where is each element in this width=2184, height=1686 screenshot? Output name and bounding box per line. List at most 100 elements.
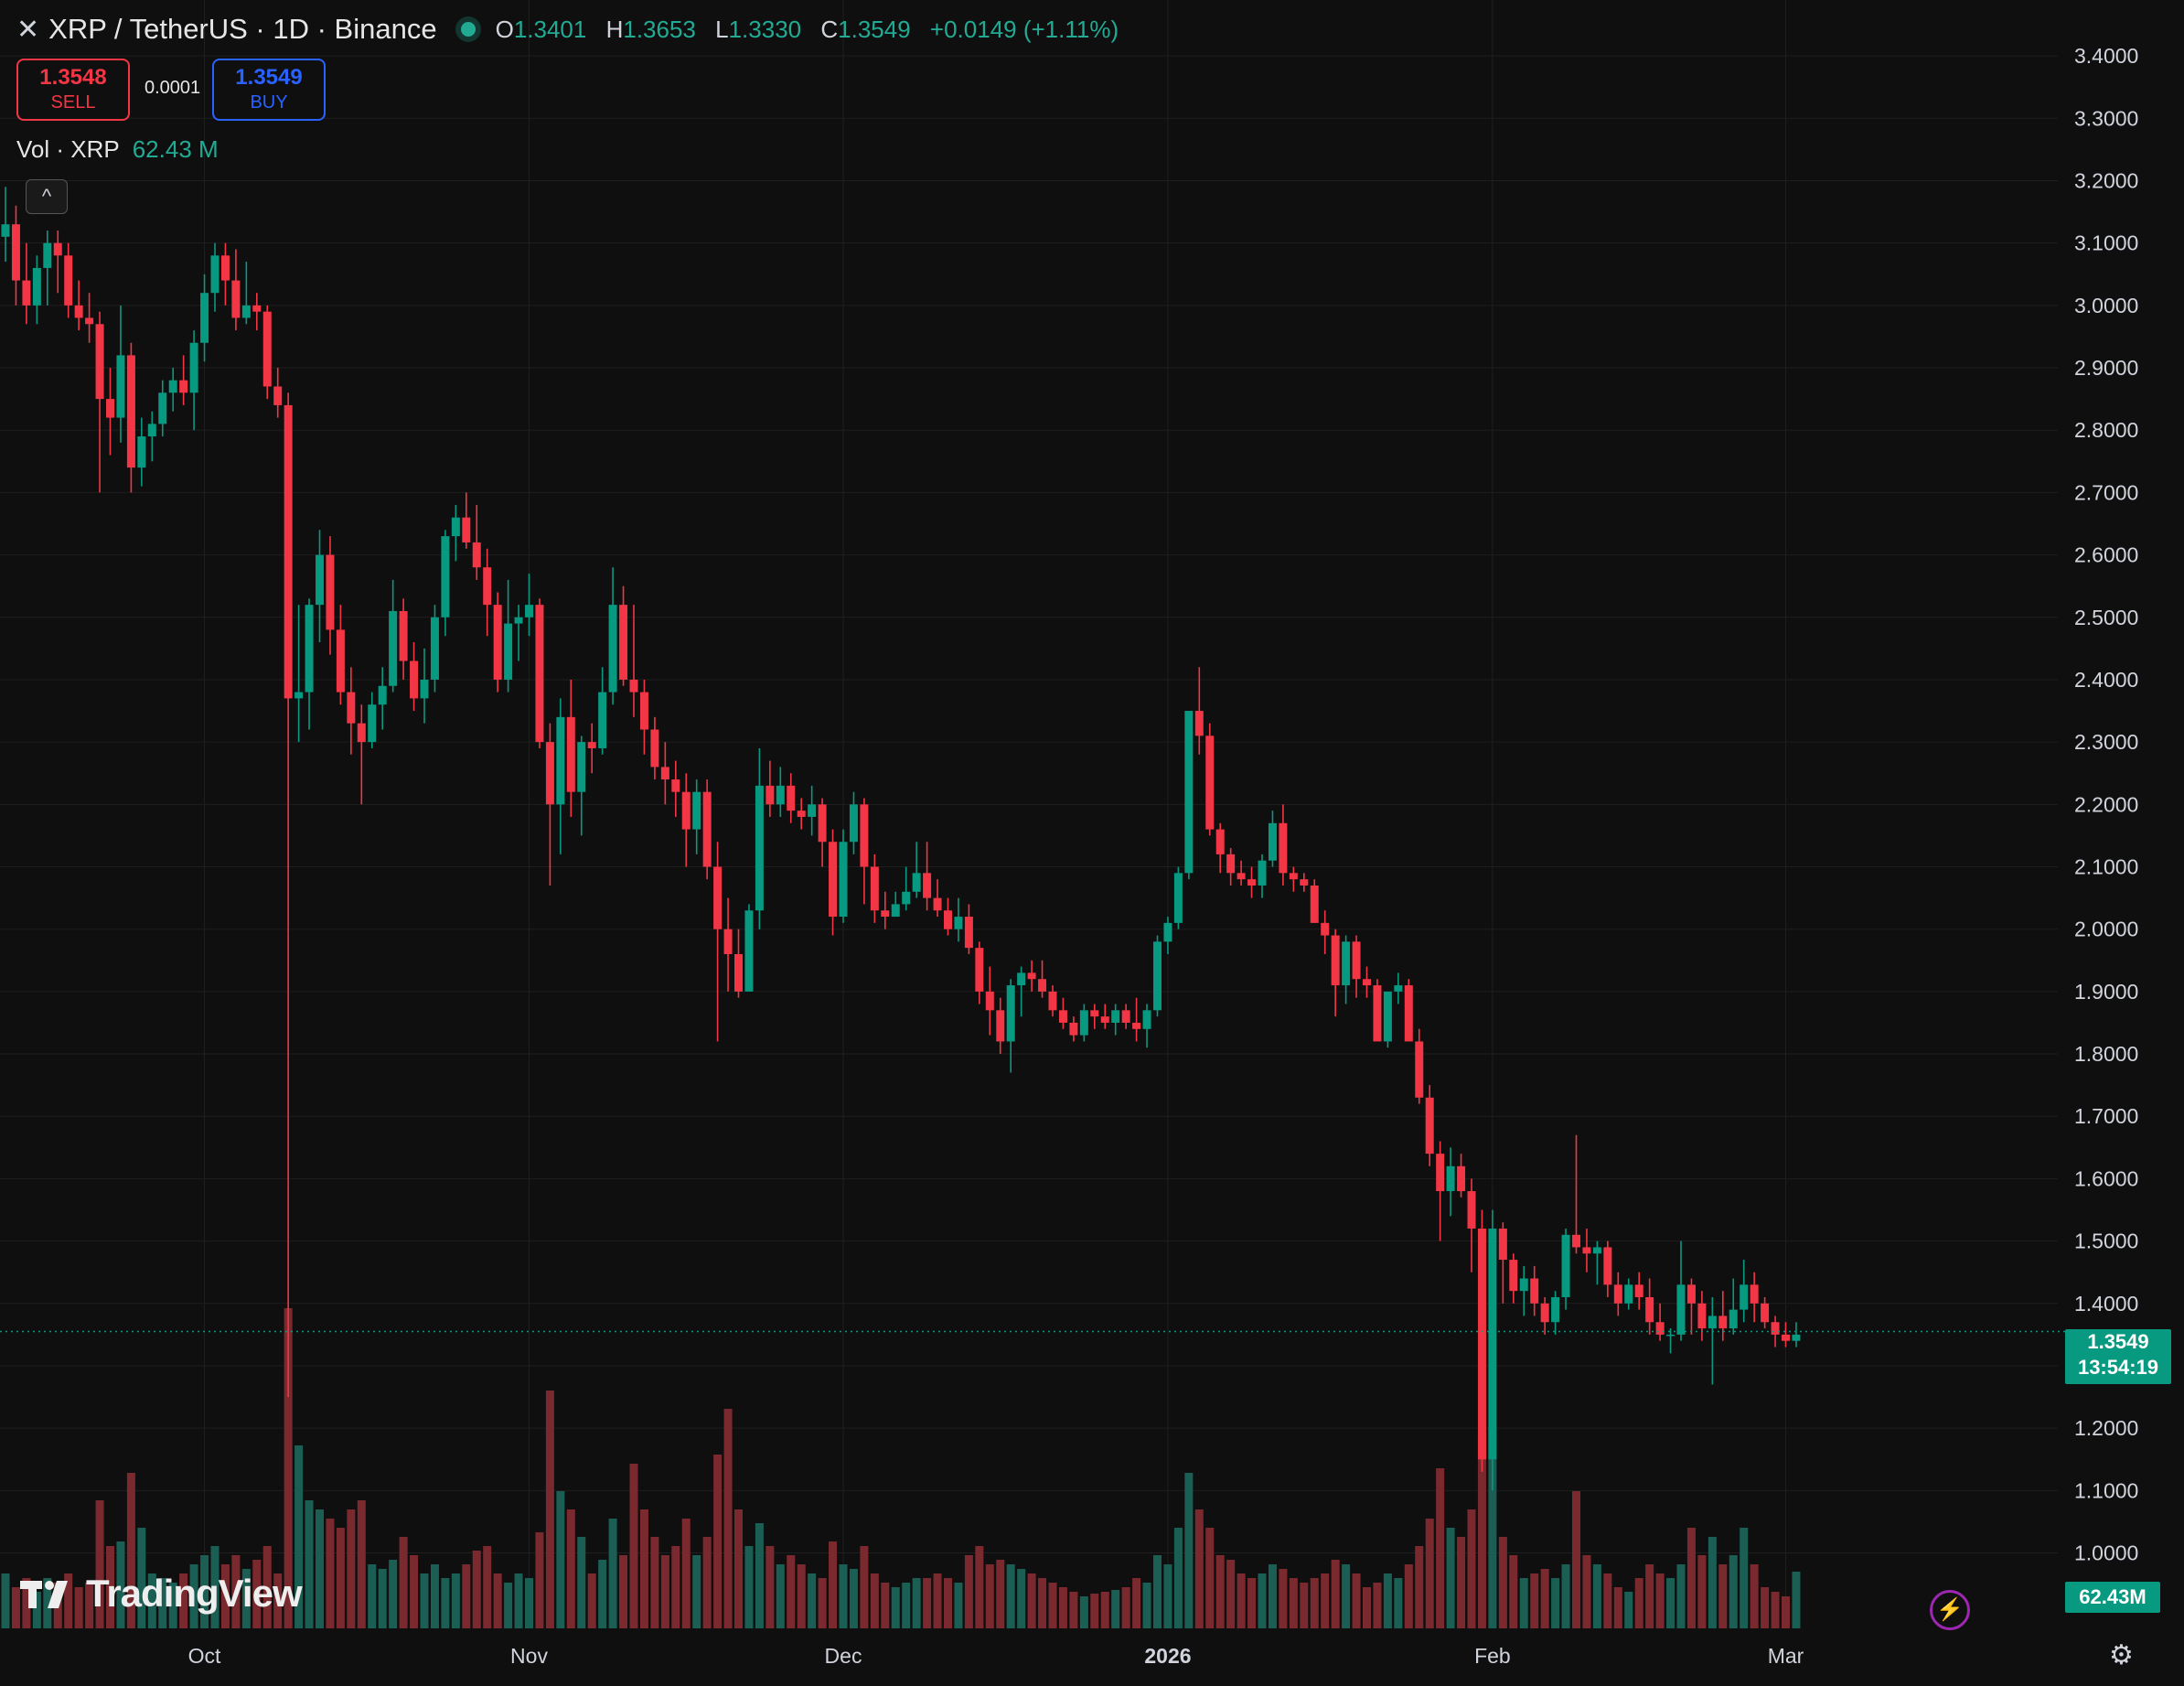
candle-body [797, 811, 806, 817]
candle-body [1017, 972, 1026, 986]
y-tick-label: 1.1000 [2074, 1478, 2138, 1502]
volume-bar [566, 1509, 575, 1628]
candle-body [545, 742, 554, 805]
volume-bar [357, 1500, 366, 1628]
volume-bar [902, 1583, 911, 1628]
sell-label: SELL [50, 92, 96, 113]
candle-body [1215, 829, 1225, 854]
volume-bar [430, 1564, 439, 1628]
candle-body [1258, 860, 1267, 886]
candle-body [556, 716, 565, 805]
candle-body [629, 679, 638, 693]
gear-icon[interactable]: ⚙ [2109, 1640, 2134, 1670]
volume-bar [996, 1560, 1005, 1628]
volume-bar [1111, 1590, 1120, 1628]
candle-body [1184, 711, 1194, 874]
volume-bar [881, 1583, 890, 1628]
volume-bar [1509, 1555, 1518, 1628]
candle-body [74, 305, 83, 318]
volume-bar [1069, 1592, 1078, 1628]
candle-body [1488, 1228, 1497, 1460]
candle-body [1792, 1334, 1801, 1341]
candle-body [347, 692, 356, 724]
candle-body [860, 804, 869, 867]
volume-bar [1572, 1491, 1580, 1628]
candle-body [1226, 854, 1236, 874]
buy-button[interactable]: 1.3549 BUY [212, 59, 326, 121]
candle-body [608, 605, 617, 693]
y-tick-label: 2.4000 [2074, 668, 2138, 692]
candle-body [231, 280, 241, 318]
y-tick-label: 1.9000 [2074, 980, 2138, 1004]
volume-bar [1205, 1528, 1215, 1628]
candle-body [326, 554, 335, 630]
candle-body [1551, 1296, 1560, 1323]
volume-bar [1613, 1587, 1622, 1628]
candle-body [1121, 1010, 1130, 1023]
close-icon[interactable]: ✕ [16, 14, 40, 45]
volume-bar [734, 1509, 743, 1628]
candle-body [639, 692, 648, 730]
volume-bar [1457, 1537, 1466, 1628]
volume-bar [1729, 1555, 1738, 1628]
candle-body [787, 785, 796, 811]
volume-bar [200, 1555, 209, 1628]
y-tick-label: 2.7000 [2074, 480, 2138, 504]
candle-body [1111, 1010, 1120, 1023]
buy-price: 1.3549 [235, 65, 303, 90]
candle-body [389, 610, 398, 686]
volume-bar [389, 1560, 398, 1628]
candle-body [1509, 1260, 1518, 1292]
candle-body [316, 554, 324, 606]
sell-button[interactable]: 1.3548 SELL [16, 59, 130, 121]
lightning-icon[interactable]: ⚡ [1930, 1590, 1970, 1630]
candle-body [964, 917, 973, 949]
volume-bar [923, 1578, 932, 1628]
volume-bar [95, 1500, 104, 1628]
volume-bar [1100, 1592, 1109, 1628]
volume-bar [1215, 1555, 1225, 1628]
volume-bar [787, 1555, 796, 1628]
candle-body [294, 692, 304, 699]
volume-bar [660, 1555, 669, 1628]
candle-body [137, 436, 146, 468]
y-tick-label: 3.0000 [2074, 294, 2138, 317]
candle-body [1268, 822, 1277, 861]
candle-body [1540, 1303, 1549, 1323]
candle-body [734, 953, 743, 992]
tradingview-logo-icon [20, 1581, 68, 1608]
candle-body [1363, 979, 1371, 986]
market-status-icon [460, 22, 476, 37]
tradingview-logo[interactable]: TradingView [20, 1566, 303, 1621]
candle-body [1676, 1284, 1686, 1335]
volume-bar [587, 1573, 596, 1628]
candle-body [1436, 1154, 1445, 1192]
volume-bar [1792, 1572, 1801, 1628]
volume-bar [702, 1537, 712, 1628]
candle-body [713, 866, 723, 929]
y-tick-label: 1.8000 [2074, 1042, 2138, 1066]
volume-bar [1530, 1573, 1539, 1628]
volume-bar [608, 1519, 617, 1628]
candle-body [1006, 985, 1015, 1042]
symbol-title[interactable]: XRP / TetherUS · 1D · Binance [48, 13, 437, 45]
volume-bar [629, 1464, 638, 1628]
volume-bar [964, 1555, 973, 1628]
candle-body [1592, 1247, 1601, 1254]
candle-body [305, 605, 314, 693]
candle-body [64, 255, 73, 306]
candle-body [1498, 1228, 1507, 1261]
volume-bar [1740, 1528, 1749, 1628]
volume-bar [504, 1583, 513, 1628]
tradingview-wordmark: TradingView [86, 1572, 303, 1615]
candle-body [525, 605, 533, 617]
candle-body [1194, 711, 1204, 736]
collapse-legend-button[interactable]: ^ [26, 179, 68, 214]
volume-bar [1394, 1578, 1403, 1628]
open-value: 1.3401 [513, 15, 587, 43]
volume-bar [954, 1583, 963, 1628]
candle-body [1603, 1247, 1612, 1285]
volume-bar [252, 1560, 262, 1628]
